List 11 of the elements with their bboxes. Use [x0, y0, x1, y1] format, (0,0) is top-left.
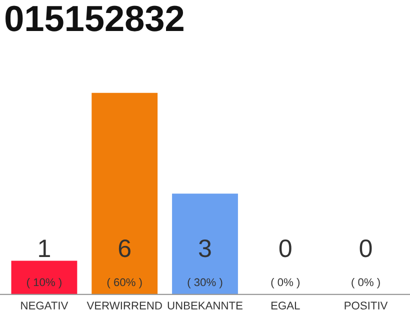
x-tick-label: EGAL: [271, 302, 300, 310]
data-label: 1 ( 10% ): [27, 240, 62, 288]
data-label: 6 ( 60% ): [107, 240, 142, 288]
x-tick-label: UNBEKANNTE: [168, 302, 242, 310]
x-tick-label: POSITIV: [344, 302, 388, 310]
x-tick-label: VERWIRREND: [86, 302, 162, 310]
data-label: 0 ( 0% ): [352, 240, 380, 288]
data-label: 3 ( 30% ): [188, 240, 222, 288]
x-tick-label: NEGATIV: [21, 302, 68, 310]
chart-title: 015152832: [6, 6, 184, 32]
data-label: 0 ( 0% ): [271, 240, 300, 288]
